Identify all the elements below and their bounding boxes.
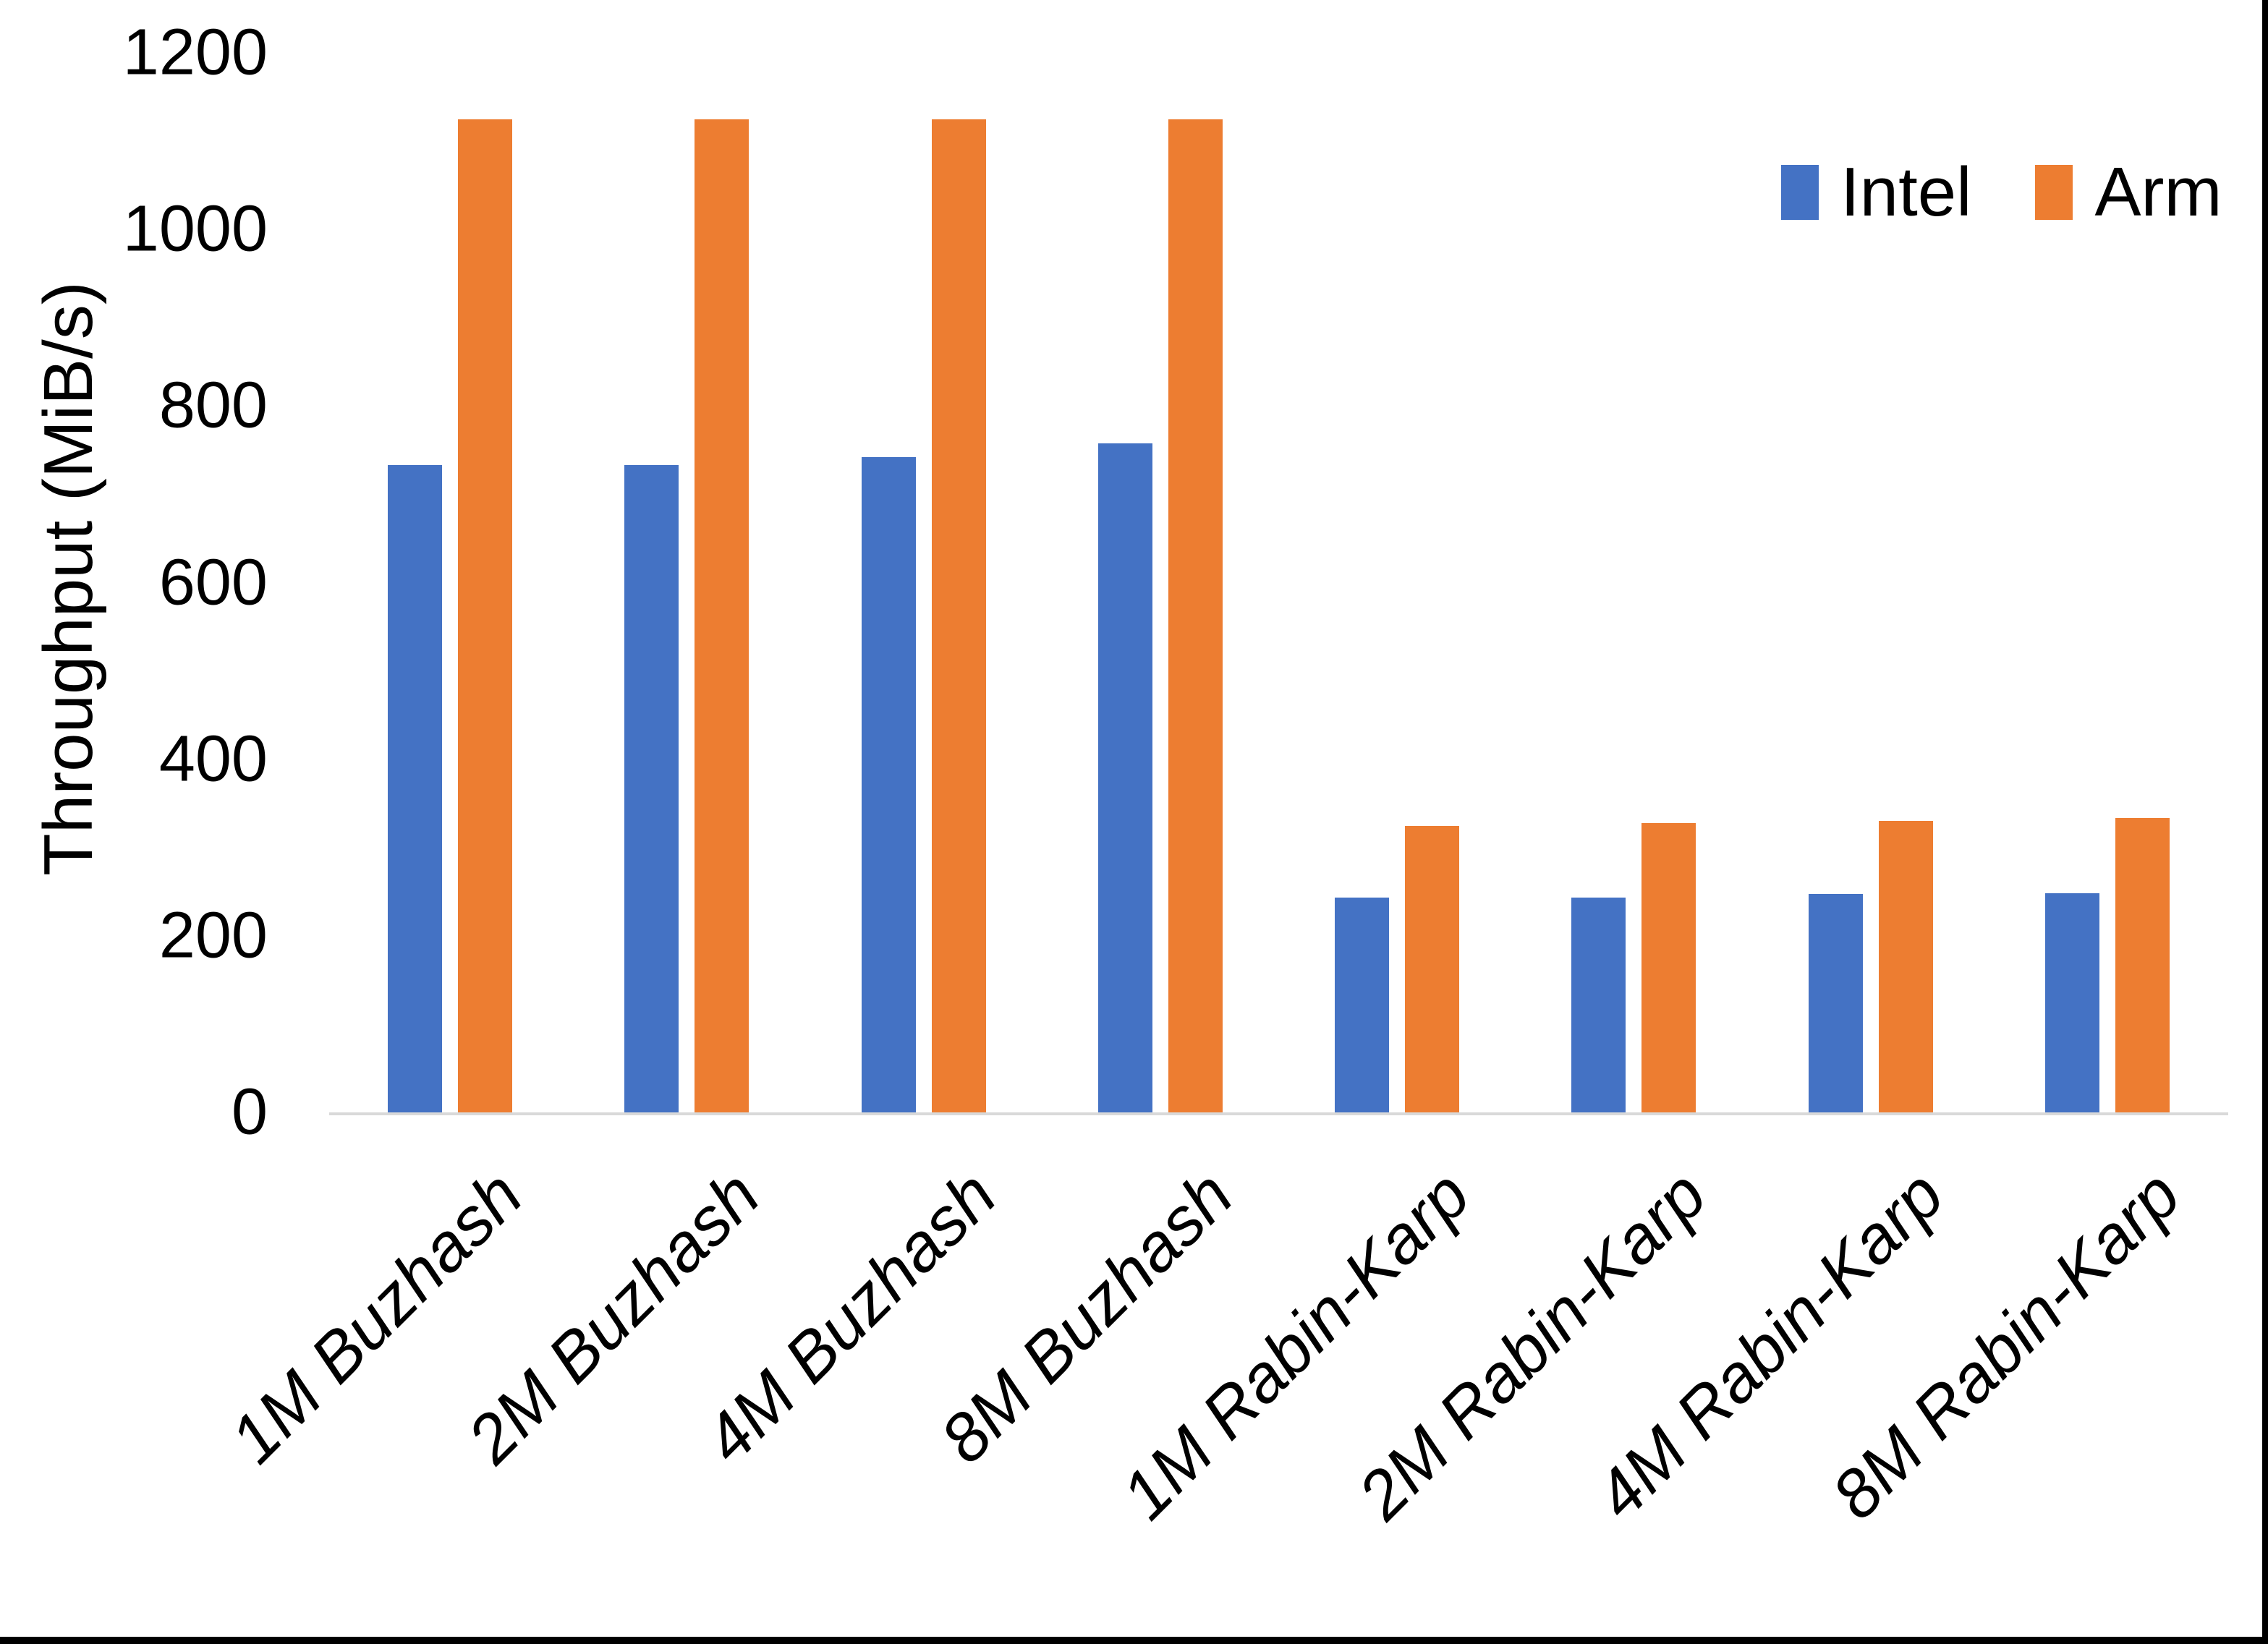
arm-bar xyxy=(695,119,749,1114)
x-axis-line xyxy=(329,1112,2228,1115)
arm-bar xyxy=(1405,826,1460,1114)
legend-item-intel: Intel xyxy=(1781,158,1971,227)
bar-group xyxy=(624,54,749,1114)
bar-group xyxy=(861,54,986,1114)
bar-group xyxy=(1808,54,1933,1114)
arm-bar xyxy=(931,119,986,1114)
y-tick-label: 400 xyxy=(158,723,268,796)
plot-area xyxy=(329,54,2228,1115)
bar-group xyxy=(1571,54,1696,1114)
y-tick-label: 0 xyxy=(231,1076,268,1149)
bar-group xyxy=(2044,54,2170,1114)
window-border-bottom xyxy=(0,1637,2268,1644)
intel-bar xyxy=(1335,897,1390,1114)
intel-bar xyxy=(388,464,442,1114)
arm-bar xyxy=(2115,818,2170,1114)
y-tick-label: 600 xyxy=(158,545,268,618)
arm-bar xyxy=(1641,823,1696,1114)
legend: Intel Arm xyxy=(1781,158,2222,227)
bar-group xyxy=(1335,54,1460,1114)
intel-bar xyxy=(2044,893,2099,1114)
arm-bar xyxy=(1878,820,1933,1114)
intel-bar xyxy=(1571,897,1626,1114)
arm-bar xyxy=(1168,119,1223,1114)
y-tick-label: 200 xyxy=(158,899,268,972)
y-tick-label: 800 xyxy=(158,369,268,442)
bar-group xyxy=(388,54,512,1114)
bar-groups xyxy=(329,54,2228,1114)
legend-label: Arm xyxy=(2094,153,2222,231)
arm-legend-swatch xyxy=(2035,165,2073,220)
intel-bar xyxy=(624,464,679,1114)
y-tick-label: 1000 xyxy=(122,192,268,265)
window-border-right xyxy=(2262,0,2268,1644)
arm-bar xyxy=(458,119,512,1114)
y-axis-ticks: 0 200 400 600 800 1000 1200 xyxy=(0,0,268,1644)
intel-bar xyxy=(861,456,916,1114)
legend-item-arm: Arm xyxy=(2035,158,2222,227)
intel-legend-swatch xyxy=(1781,165,1819,220)
intel-bar xyxy=(1808,894,1863,1114)
legend-label: Intel xyxy=(1840,153,1972,231)
bar-group xyxy=(1097,54,1223,1114)
intel-bar xyxy=(1097,443,1152,1114)
y-tick-label: 1200 xyxy=(122,16,268,89)
